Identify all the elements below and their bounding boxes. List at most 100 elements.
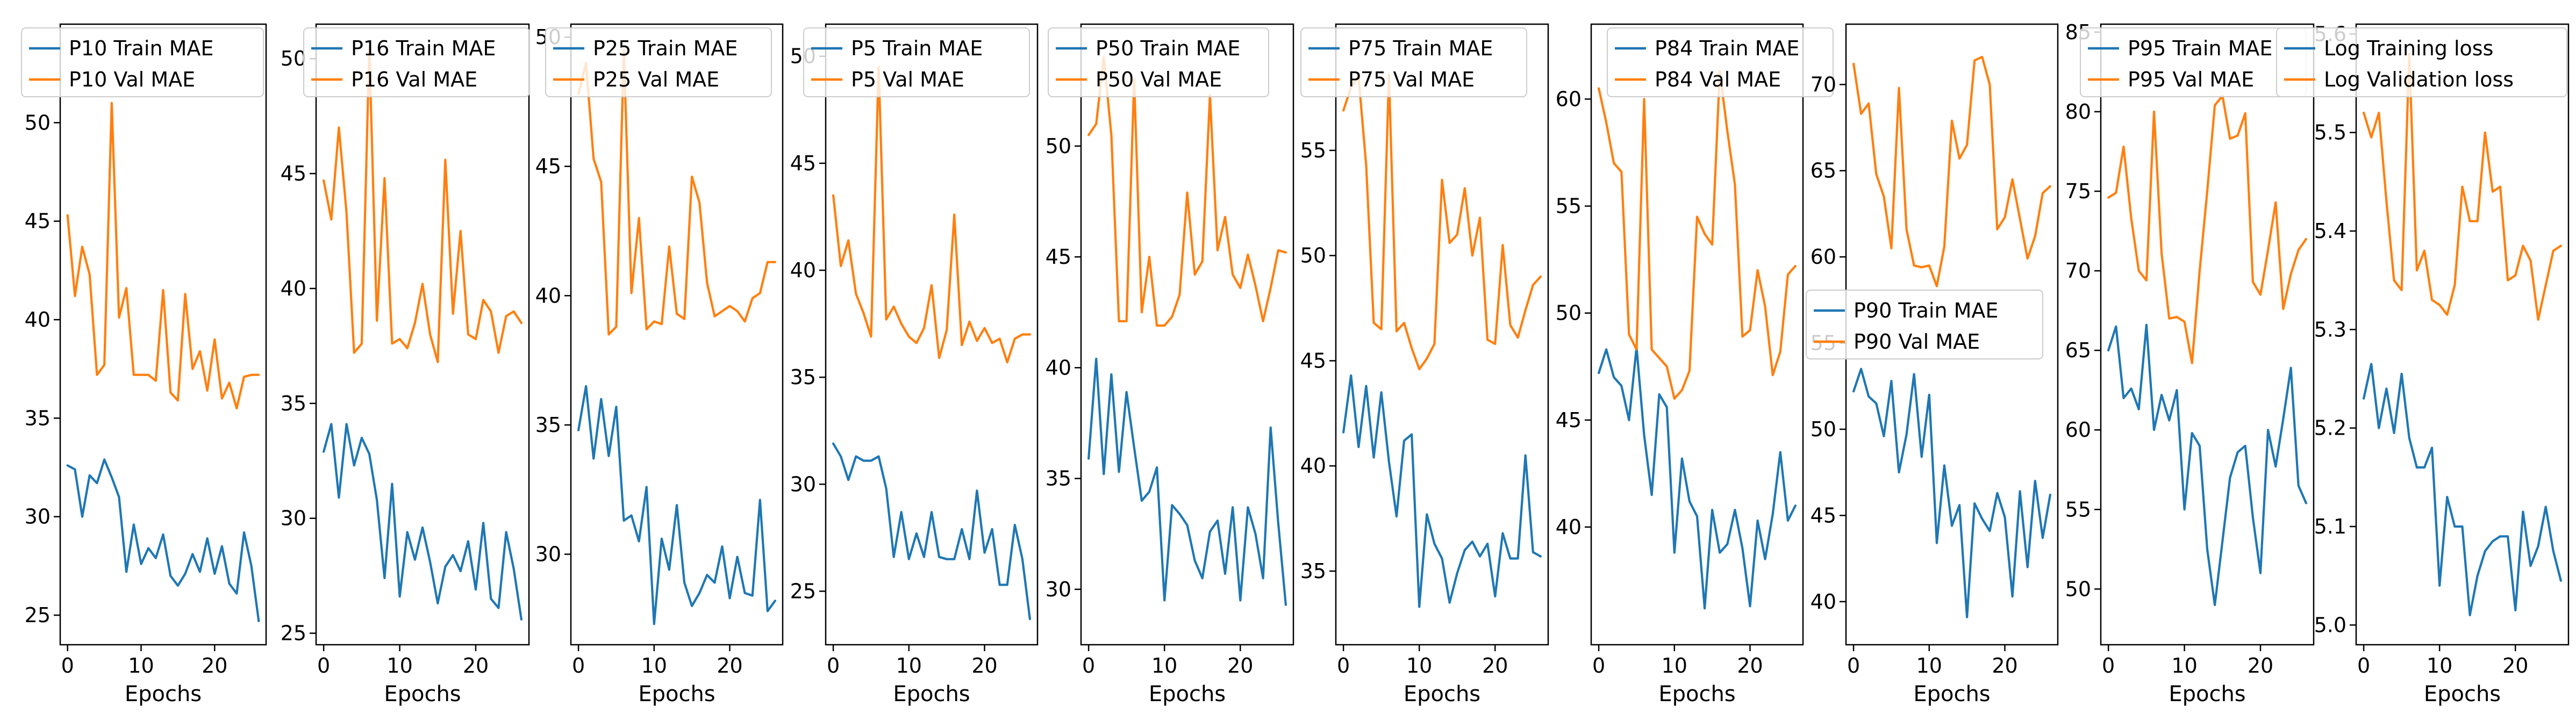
x-tick-label: 0	[2102, 654, 2115, 677]
x-tick-label: 20	[971, 654, 997, 677]
axes-frame	[1335, 23, 1549, 646]
chart-panel-5: 0 10 20 30 35 40 45 50 Epochs P50 Train MAE P50 Va…	[1046, 23, 1294, 707]
y-tick-label: 80	[2065, 100, 2091, 124]
series-line-val	[577, 48, 777, 336]
y-tick-label: 35	[1300, 559, 1326, 583]
series-line-train	[1852, 367, 2051, 618]
x-tick-label: 20	[2502, 654, 2528, 677]
x-tick-label: 10	[641, 654, 667, 677]
y-tick-label: 40	[790, 258, 816, 282]
legend: P16 Train MAE P16 Val MAE	[303, 27, 530, 97]
y-tick-label: 40	[1556, 515, 1582, 539]
legend-entry: P90 Train MAE	[1854, 299, 1998, 322]
axes-frame	[1590, 23, 1804, 646]
series-line-train	[2107, 323, 2307, 607]
y-tick-label: 50	[1811, 417, 1836, 441]
legend: P50 Train MAE P50 Val MAE	[1048, 27, 1269, 97]
chart-panel-7: 0 10 20 40 45 50 55 60 Epochs P84 Train MAE P84 Va…	[1556, 23, 1834, 707]
y-tick-label: 40	[1300, 454, 1326, 478]
series-line-train	[1087, 357, 1287, 606]
legend-entry: P10 Val MAE	[69, 68, 195, 91]
x-tick-label: 20	[202, 654, 227, 677]
y-tick-label: 35	[1046, 467, 1071, 491]
x-axis-label: Epochs	[2169, 682, 2245, 707]
x-tick-label: 0	[61, 654, 74, 677]
y-tick-label: 45	[1046, 245, 1071, 269]
axes-frame	[315, 23, 530, 646]
x-tick-label: 20	[463, 654, 489, 677]
y-tick-label: 55	[1556, 194, 1582, 218]
legend-entry: Log Validation loss	[2324, 68, 2514, 91]
chart-panel-6: 0 10 20 35 40 45 50 55 Epochs P75 Train MAE P75 Va…	[1300, 23, 1549, 707]
y-tick-label: 5.5	[2314, 121, 2346, 145]
axes-frame	[2355, 23, 2570, 646]
x-tick-label: 20	[1737, 654, 1763, 677]
series-line-val	[1598, 70, 1797, 400]
legend: P95 Train MAE P95 Val MAE	[2080, 27, 2307, 97]
x-tick-label: 10	[896, 654, 922, 677]
legend-entry: Log Training loss	[2324, 37, 2493, 60]
y-tick-label: 65	[2065, 338, 2091, 362]
y-tick-label: 25	[790, 579, 816, 603]
series-line-train	[66, 458, 260, 623]
legend-entry: P95 Train MAE	[2128, 37, 2272, 60]
y-tick-label: 5.1	[2314, 515, 2346, 538]
x-tick-label: 20	[1482, 654, 1508, 677]
y-tick-label: 45	[1556, 408, 1582, 432]
series-line-val	[1342, 73, 1542, 371]
legend: P84 Train MAE P84 Val MAE	[1607, 27, 1834, 97]
x-axis-label: Epochs	[1913, 682, 1990, 707]
legend-box	[1806, 290, 2043, 359]
series-line-val	[322, 46, 523, 363]
legend-entry: P25 Val MAE	[593, 68, 719, 91]
x-axis-label: Epochs	[1404, 682, 1480, 707]
chart-panel-8: 0102040455055606570EpochsP90 Train MAEP9…	[1806, 23, 2059, 707]
y-tick-label: 5.4	[2314, 219, 2346, 243]
y-tick-label: 45	[535, 155, 561, 178]
y-tick-label: 30	[281, 507, 306, 530]
legend-box	[1300, 27, 1527, 97]
y-tick-label: 50	[25, 111, 51, 134]
legend-entry: P50 Train MAE	[1096, 37, 1240, 60]
axes-frame	[570, 23, 784, 646]
series-line-val	[2107, 95, 2307, 364]
x-tick-label: 10	[2427, 654, 2452, 677]
x-axis-label: Epochs	[1658, 682, 1735, 707]
y-tick-label: 30	[790, 472, 816, 496]
y-tick-label: 55	[2065, 498, 2091, 521]
x-tick-label: 20	[717, 654, 742, 677]
series-line-train	[832, 442, 1032, 621]
y-tick-label: 40	[1046, 356, 1071, 379]
y-tick-label: 70	[1811, 73, 1836, 96]
y-tick-label: 35	[281, 392, 306, 415]
x-tick-label: 0	[827, 654, 840, 677]
y-tick-label: 50	[2065, 577, 2091, 601]
series-line-val	[832, 66, 1032, 364]
legend-box	[803, 27, 1030, 97]
y-tick-label: 45	[1811, 503, 1836, 527]
x-tick-label: 0	[1337, 654, 1350, 677]
x-tick-label: 0	[317, 654, 330, 677]
y-tick-label: 25	[281, 622, 306, 645]
x-axis-label: Epochs	[125, 682, 202, 707]
y-tick-label: 40	[281, 277, 306, 300]
x-tick-label: 10	[1662, 654, 1687, 677]
series-line-train	[577, 385, 777, 625]
y-tick-label: 45	[1300, 349, 1326, 372]
legend-entry: P84 Val MAE	[1655, 68, 1781, 91]
series-line-train	[322, 423, 523, 621]
y-tick-label: 5.2	[2314, 416, 2346, 440]
x-axis-label: Epochs	[384, 682, 461, 707]
y-tick-label: 5.3	[2314, 318, 2346, 341]
x-axis-label: Epochs	[638, 682, 715, 707]
x-tick-label: 20	[1227, 654, 1253, 677]
legend: P10 Train MAE P10 Val MAE	[21, 27, 264, 97]
x-axis-label: Epochs	[1149, 682, 1226, 707]
legend-entry: P5 Train MAE	[851, 37, 983, 60]
y-tick-label: 55	[1300, 139, 1326, 162]
x-tick-label: 0	[1847, 654, 1860, 677]
